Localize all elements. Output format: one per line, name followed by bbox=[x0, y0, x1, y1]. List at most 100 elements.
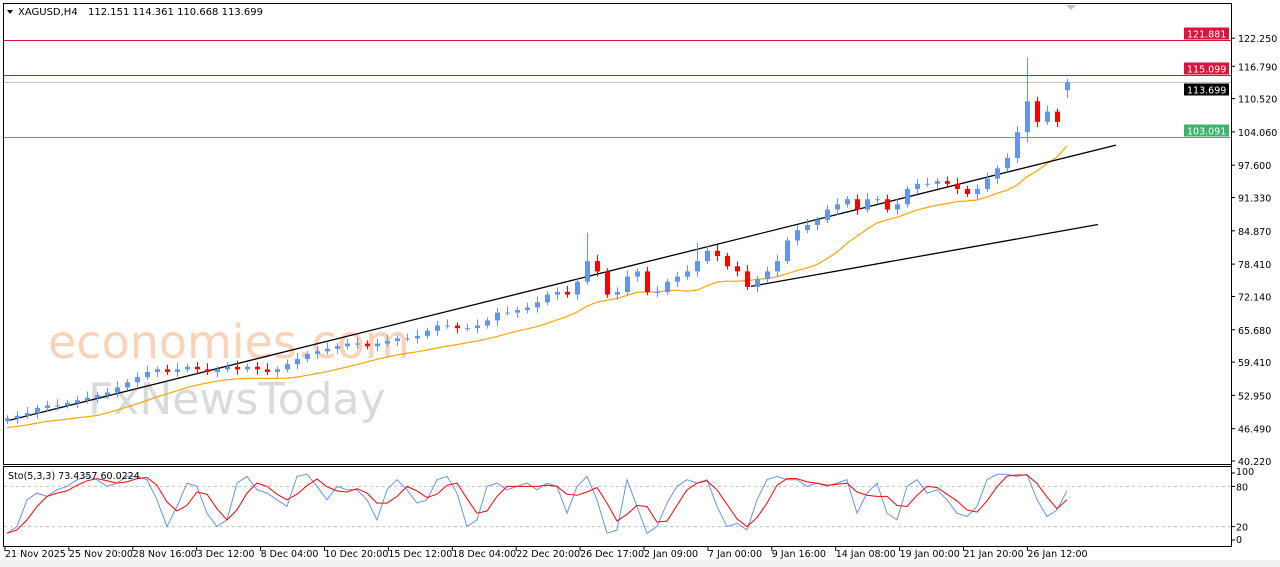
candle[interactable] bbox=[165, 364, 170, 376]
candle[interactable] bbox=[555, 287, 560, 300]
candle[interactable] bbox=[955, 177, 960, 195]
candle[interactable] bbox=[405, 333, 410, 342]
candle[interactable] bbox=[375, 338, 380, 352]
candle[interactable] bbox=[515, 306, 520, 318]
candle[interactable] bbox=[1065, 78, 1070, 98]
candle[interactable] bbox=[775, 254, 780, 277]
candle[interactable] bbox=[415, 329, 420, 344]
candle[interactable] bbox=[195, 362, 200, 375]
candle[interactable] bbox=[315, 346, 320, 360]
candle[interactable] bbox=[325, 342, 330, 355]
candle[interactable] bbox=[995, 165, 1000, 184]
candle[interactable] bbox=[695, 243, 700, 277]
candle[interactable] bbox=[625, 270, 630, 296]
candle[interactable] bbox=[825, 204, 830, 223]
candle[interactable] bbox=[255, 362, 260, 375]
candle[interactable] bbox=[665, 278, 670, 296]
candle[interactable] bbox=[215, 366, 220, 378]
candle[interactable] bbox=[935, 178, 940, 189]
candle[interactable] bbox=[915, 179, 920, 195]
symbol-collapse-icon[interactable] bbox=[7, 10, 13, 14]
candle[interactable] bbox=[145, 365, 150, 381]
candle[interactable] bbox=[85, 391, 90, 404]
candle[interactable] bbox=[965, 185, 970, 198]
candle[interactable] bbox=[945, 176, 950, 187]
candle[interactable] bbox=[1045, 105, 1050, 125]
candle[interactable] bbox=[885, 194, 890, 213]
candle[interactable] bbox=[335, 343, 340, 354]
candle[interactable] bbox=[55, 399, 60, 411]
candle[interactable] bbox=[465, 323, 470, 332]
candle[interactable] bbox=[605, 268, 610, 298]
candle[interactable] bbox=[505, 306, 510, 316]
candle[interactable] bbox=[905, 185, 910, 208]
candle[interactable] bbox=[705, 246, 710, 265]
candle[interactable] bbox=[115, 381, 120, 398]
candle[interactable] bbox=[445, 319, 450, 329]
candle[interactable] bbox=[615, 287, 620, 300]
candle[interactable] bbox=[95, 392, 100, 403]
candle[interactable] bbox=[5, 415, 10, 424]
candle[interactable] bbox=[1055, 108, 1060, 128]
candle[interactable] bbox=[715, 244, 720, 262]
candle[interactable] bbox=[865, 193, 870, 213]
candle[interactable] bbox=[925, 177, 930, 187]
candle[interactable] bbox=[975, 184, 980, 200]
candle[interactable] bbox=[275, 366, 280, 378]
candle[interactable] bbox=[585, 232, 590, 285]
candle[interactable] bbox=[525, 302, 530, 314]
candle[interactable] bbox=[785, 237, 790, 265]
candle[interactable] bbox=[65, 399, 70, 409]
candle[interactable] bbox=[795, 225, 800, 246]
candle[interactable] bbox=[35, 404, 40, 419]
trendline[interactable] bbox=[6, 144, 1117, 422]
candle[interactable] bbox=[455, 322, 460, 334]
candle[interactable] bbox=[105, 387, 110, 399]
candle[interactable] bbox=[265, 363, 270, 376]
candle[interactable] bbox=[735, 261, 740, 277]
candle[interactable] bbox=[725, 252, 730, 270]
candle[interactable] bbox=[305, 350, 310, 363]
candle[interactable] bbox=[45, 400, 50, 412]
candle[interactable] bbox=[645, 266, 650, 296]
candle[interactable] bbox=[1015, 126, 1020, 164]
candle[interactable] bbox=[245, 363, 250, 373]
candle[interactable] bbox=[355, 337, 360, 349]
candle[interactable] bbox=[815, 216, 820, 231]
candle[interactable] bbox=[495, 307, 500, 326]
candle[interactable] bbox=[675, 271, 680, 287]
candle[interactable] bbox=[125, 379, 130, 391]
candle[interactable] bbox=[635, 268, 640, 282]
candle[interactable] bbox=[545, 291, 550, 306]
candle[interactable] bbox=[175, 363, 180, 378]
candle[interactable] bbox=[25, 406, 30, 419]
candle[interactable] bbox=[655, 285, 660, 298]
candle[interactable] bbox=[425, 327, 430, 339]
candle[interactable] bbox=[385, 334, 390, 347]
candle[interactable] bbox=[345, 338, 350, 350]
candle[interactable] bbox=[365, 340, 370, 350]
candle[interactable] bbox=[285, 359, 290, 373]
candle[interactable] bbox=[1005, 153, 1010, 172]
candle[interactable] bbox=[185, 363, 190, 373]
candle[interactable] bbox=[485, 317, 490, 329]
candle[interactable] bbox=[535, 296, 540, 313]
candle[interactable] bbox=[205, 363, 210, 376]
candle[interactable] bbox=[755, 276, 760, 293]
candle[interactable] bbox=[225, 362, 230, 373]
candle[interactable] bbox=[235, 360, 240, 375]
candle[interactable] bbox=[155, 366, 160, 378]
candle[interactable] bbox=[805, 218, 810, 234]
candle[interactable] bbox=[295, 352, 300, 370]
candle[interactable] bbox=[895, 198, 900, 215]
candle[interactable] bbox=[435, 320, 440, 336]
candle[interactable] bbox=[745, 265, 750, 290]
candle[interactable] bbox=[765, 266, 770, 283]
candle[interactable] bbox=[575, 278, 580, 300]
candle[interactable] bbox=[845, 196, 850, 208]
candle[interactable] bbox=[985, 172, 990, 193]
candle[interactable] bbox=[135, 372, 140, 388]
candle[interactable] bbox=[565, 285, 570, 298]
candle[interactable] bbox=[595, 254, 600, 277]
